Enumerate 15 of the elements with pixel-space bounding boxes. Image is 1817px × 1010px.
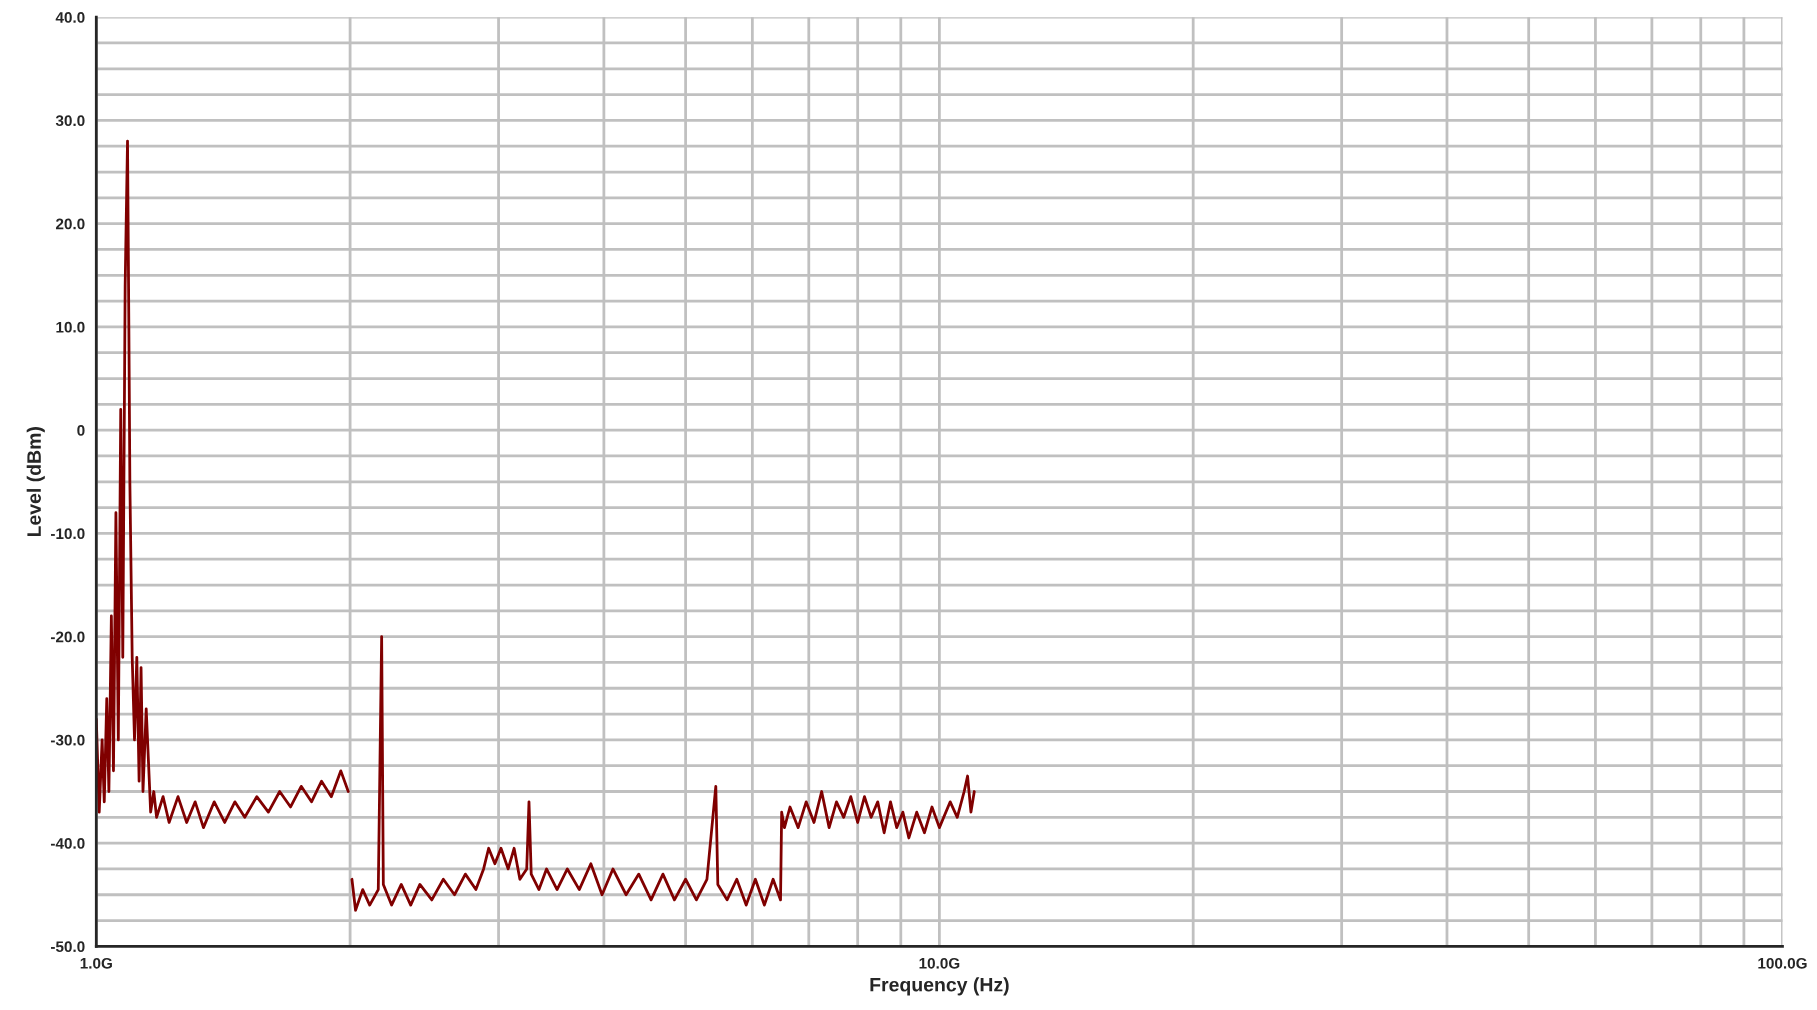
x-tick-label: 10.0G (919, 957, 960, 969)
y-tick-label: 40.0 (55, 12, 85, 23)
y-tick-label: 20.0 (55, 218, 85, 230)
x-tick-label: 1.0G (80, 957, 112, 969)
y-axis-title: Level (dBm) (26, 427, 45, 537)
y-tick-label: 30.0 (55, 115, 85, 127)
y-tick-label: -40.0 (50, 837, 85, 849)
y-tick-label: -30.0 (50, 734, 85, 746)
x-axis-title: Frequency (Hz) (870, 977, 1009, 996)
y-tick-label: -20.0 (50, 631, 85, 643)
y-tick-label: 0 (77, 425, 85, 436)
x-tick-label: 100.0G (1758, 957, 1807, 969)
y-tick-label: 10.0 (56, 321, 85, 333)
y-tick-label: -10.0 (50, 528, 85, 540)
y-tick-label: -50.0 (50, 941, 85, 953)
